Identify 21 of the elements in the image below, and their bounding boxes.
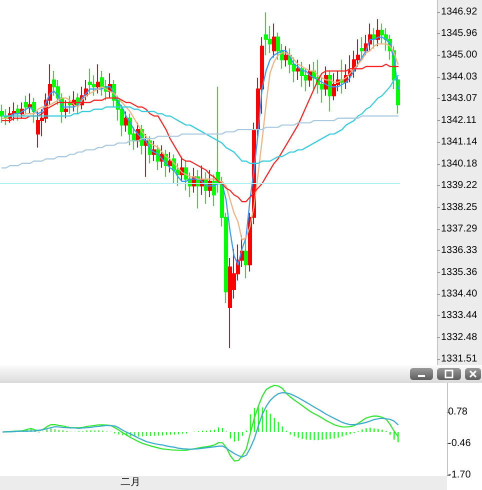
x-tick-label: 二月: [120, 477, 141, 488]
y-tick-label: 1338.25: [441, 202, 478, 213]
y-tick-label: 1337.29: [441, 223, 478, 234]
y-tick-label: 1342.11: [441, 114, 477, 126]
y-tick-label: 1336.33: [441, 245, 478, 256]
y-tick-label: -0.46: [448, 438, 472, 450]
y-tick-label: 1341.14: [441, 136, 478, 148]
y-tick-label: 1340.18: [441, 158, 478, 170]
y-tick-label: 1345.96: [441, 28, 478, 40]
y-tick-label: 1343.07: [441, 93, 478, 104]
y-tick-label: 1346.92: [441, 6, 478, 18]
y-tick-label: 0.78: [448, 406, 468, 418]
y-tick-label: 1334.40: [441, 288, 478, 300]
y-tick-label: 1345.00: [441, 50, 478, 61]
y-tick-label: 1339.22: [441, 180, 478, 191]
y-tick-label: 1332.48: [441, 332, 478, 343]
y-tick-label: 1333.44: [441, 310, 478, 322]
y-tick-label: 1344.03: [441, 72, 478, 83]
y-tick-label: 1335.36: [441, 266, 478, 278]
y-tick-label: -1.70: [448, 470, 472, 481]
y-tick-label: 1331.51: [441, 354, 478, 365]
